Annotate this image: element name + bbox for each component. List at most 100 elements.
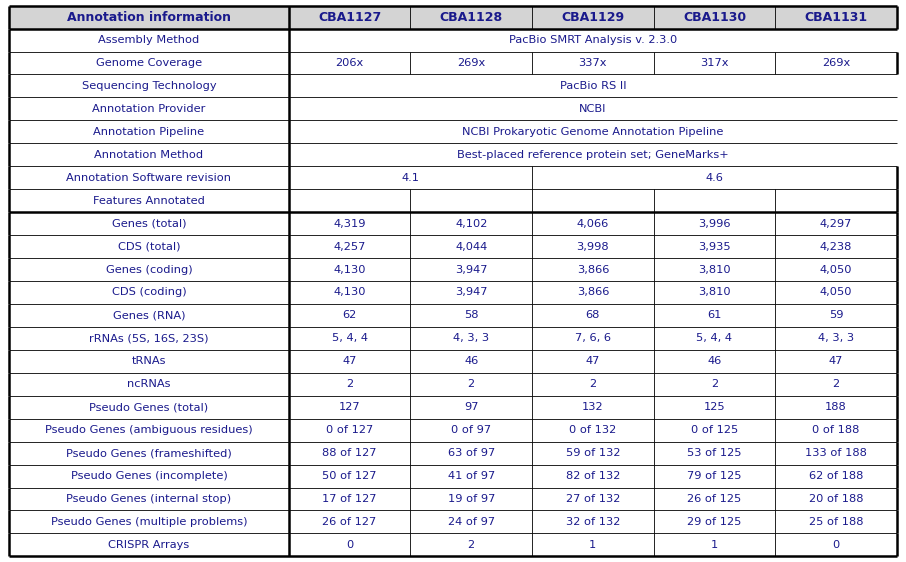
Bar bbox=[532, 97, 653, 120]
Text: Pseudo Genes (total): Pseudo Genes (total) bbox=[90, 402, 208, 412]
Bar bbox=[410, 487, 532, 510]
Text: 4, 3, 3: 4, 3, 3 bbox=[453, 333, 489, 343]
Bar bbox=[532, 258, 653, 281]
Text: NCBI Prokaryotic Genome Annotation Pipeline: NCBI Prokaryotic Genome Annotation Pipel… bbox=[462, 127, 724, 137]
Bar bbox=[9, 373, 289, 396]
Text: CBA1130: CBA1130 bbox=[683, 11, 746, 24]
Text: 20 of 188: 20 of 188 bbox=[809, 494, 863, 504]
Bar bbox=[410, 166, 532, 189]
Text: 17 of 127: 17 of 127 bbox=[323, 494, 377, 504]
Bar bbox=[653, 52, 776, 75]
Bar bbox=[410, 6, 532, 29]
Text: 5, 4, 4: 5, 4, 4 bbox=[332, 333, 368, 343]
Bar bbox=[776, 143, 897, 166]
Bar bbox=[289, 189, 410, 212]
Text: 0 of 127: 0 of 127 bbox=[326, 425, 373, 435]
Bar bbox=[410, 75, 532, 97]
Text: Features Annotated: Features Annotated bbox=[93, 196, 205, 206]
Text: 27 of 132: 27 of 132 bbox=[565, 494, 620, 504]
Bar bbox=[776, 465, 897, 487]
Bar bbox=[9, 166, 289, 189]
Text: 58: 58 bbox=[464, 310, 478, 320]
Bar bbox=[410, 97, 532, 120]
Bar bbox=[9, 6, 289, 29]
Bar bbox=[289, 442, 410, 465]
Text: 3,866: 3,866 bbox=[576, 288, 609, 297]
Text: 4,044: 4,044 bbox=[455, 242, 487, 252]
Text: PacBio SMRT Analysis v. 2.3.0: PacBio SMRT Analysis v. 2.3.0 bbox=[508, 35, 677, 45]
Text: 188: 188 bbox=[825, 402, 847, 412]
Text: 125: 125 bbox=[704, 402, 726, 412]
Text: 4,238: 4,238 bbox=[820, 242, 853, 252]
Text: 46: 46 bbox=[464, 356, 478, 366]
Bar bbox=[289, 29, 410, 52]
Bar bbox=[9, 419, 289, 442]
Text: 127: 127 bbox=[339, 402, 361, 412]
Text: Annotation Provider: Annotation Provider bbox=[92, 104, 206, 114]
Bar bbox=[410, 52, 532, 75]
Bar bbox=[653, 97, 776, 120]
Bar bbox=[653, 350, 776, 373]
Bar bbox=[9, 510, 289, 533]
Text: 2: 2 bbox=[711, 379, 718, 389]
Bar bbox=[532, 327, 653, 350]
Text: Genes (RNA): Genes (RNA) bbox=[112, 310, 185, 320]
Text: 4.1: 4.1 bbox=[401, 173, 419, 183]
Bar bbox=[776, 97, 897, 120]
Bar bbox=[410, 143, 532, 166]
Bar bbox=[653, 510, 776, 533]
Text: 0: 0 bbox=[346, 540, 353, 550]
Bar bbox=[9, 350, 289, 373]
Bar bbox=[410, 258, 532, 281]
Bar bbox=[532, 189, 653, 212]
Bar bbox=[289, 533, 410, 556]
Bar bbox=[9, 258, 289, 281]
Text: 41 of 97: 41 of 97 bbox=[448, 471, 495, 481]
Text: 3,996: 3,996 bbox=[699, 219, 731, 229]
Bar bbox=[9, 304, 289, 327]
Bar bbox=[9, 212, 289, 235]
Text: 2: 2 bbox=[346, 379, 353, 389]
Bar bbox=[9, 97, 289, 120]
Text: 3,998: 3,998 bbox=[576, 242, 609, 252]
Bar bbox=[653, 6, 776, 29]
Text: 1: 1 bbox=[711, 540, 718, 550]
Text: 50 of 127: 50 of 127 bbox=[323, 471, 377, 481]
Bar bbox=[289, 258, 410, 281]
Bar bbox=[653, 327, 776, 350]
Text: 88 of 127: 88 of 127 bbox=[323, 448, 377, 458]
Bar bbox=[776, 487, 897, 510]
Text: PacBio RS II: PacBio RS II bbox=[560, 81, 626, 91]
Bar bbox=[289, 487, 410, 510]
Text: 59: 59 bbox=[829, 310, 843, 320]
Bar bbox=[653, 419, 776, 442]
Bar bbox=[410, 304, 532, 327]
Bar bbox=[410, 396, 532, 419]
Bar bbox=[776, 6, 897, 29]
Bar bbox=[532, 212, 653, 235]
Bar bbox=[653, 258, 776, 281]
Bar bbox=[9, 327, 289, 350]
Text: 59 of 132: 59 of 132 bbox=[565, 448, 620, 458]
Bar bbox=[289, 465, 410, 487]
Bar bbox=[289, 97, 410, 120]
Text: Pseudo Genes (ambiguous residues): Pseudo Genes (ambiguous residues) bbox=[45, 425, 253, 435]
Bar bbox=[9, 465, 289, 487]
Bar bbox=[653, 166, 776, 189]
Text: Assembly Method: Assembly Method bbox=[98, 35, 199, 45]
Text: 4,066: 4,066 bbox=[577, 219, 609, 229]
Bar bbox=[410, 327, 532, 350]
Text: CDS (total): CDS (total) bbox=[118, 242, 180, 252]
Bar bbox=[9, 120, 289, 143]
Bar bbox=[9, 533, 289, 556]
Bar bbox=[410, 510, 532, 533]
Text: 61: 61 bbox=[708, 310, 722, 320]
Bar bbox=[776, 373, 897, 396]
Bar bbox=[653, 304, 776, 327]
Bar bbox=[653, 373, 776, 396]
Text: 46: 46 bbox=[708, 356, 721, 366]
Text: 0 of 132: 0 of 132 bbox=[569, 425, 616, 435]
Text: 0 of 97: 0 of 97 bbox=[451, 425, 491, 435]
Bar bbox=[653, 487, 776, 510]
Bar bbox=[289, 75, 410, 97]
